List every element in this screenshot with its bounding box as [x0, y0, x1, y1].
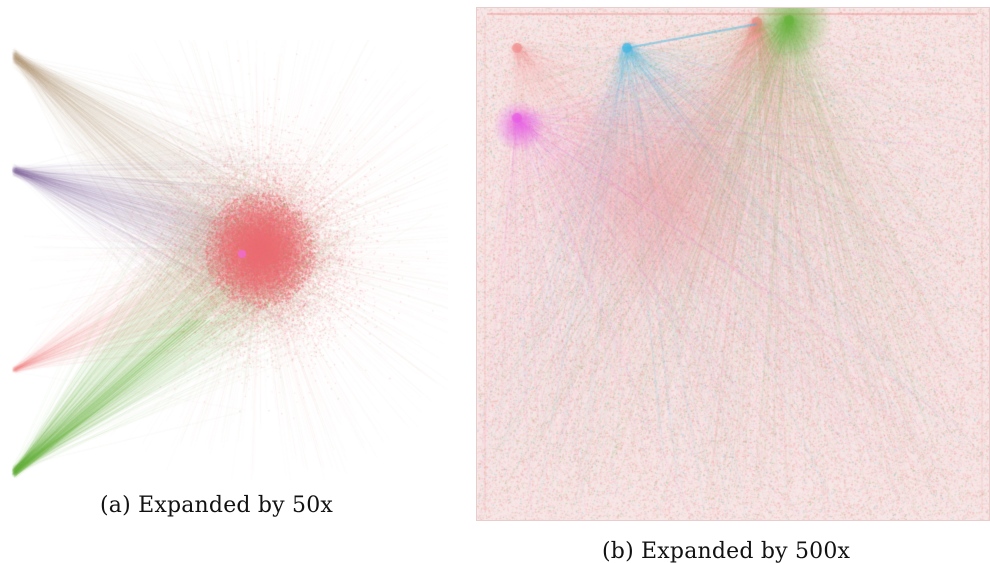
caption-50x: (a) Expanded by 50x: [100, 493, 333, 518]
network-graph-image-500x: [476, 7, 990, 521]
caption-500x: (b) Expanded by 500x: [602, 539, 851, 563]
network-graph-canvas-50x: [8, 40, 448, 480]
network-graph-canvas-500x: [477, 8, 989, 520]
network-graph-image-50x: [8, 40, 448, 480]
